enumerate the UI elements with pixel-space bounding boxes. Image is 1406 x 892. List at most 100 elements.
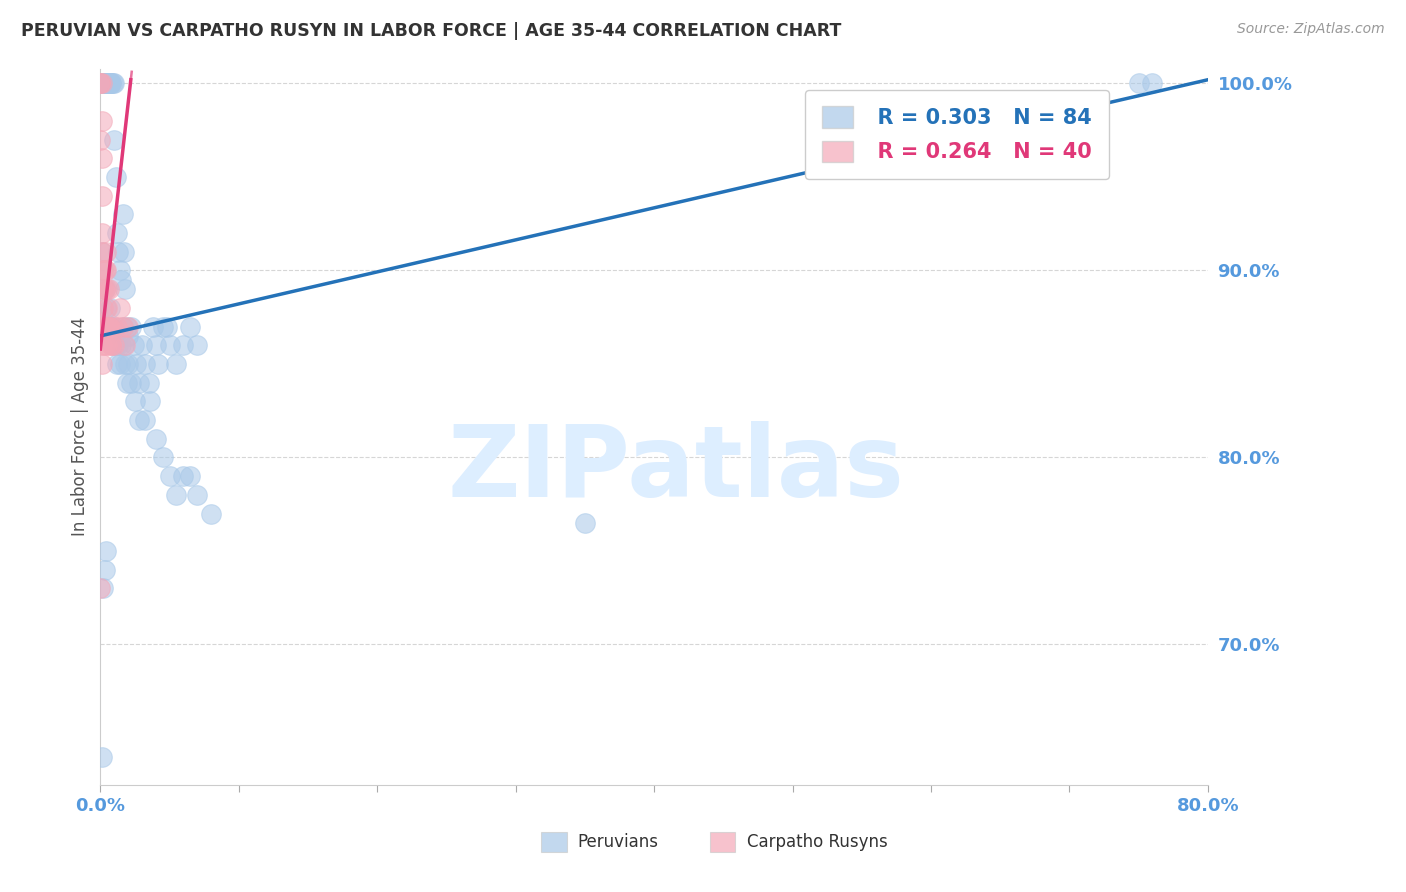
Legend:   R = 0.303   N = 84,   R = 0.264   N = 40: R = 0.303 N = 84, R = 0.264 N = 40 [806, 90, 1109, 179]
Point [94, 301, 117, 315]
Point [96, 338, 118, 352]
Point [93, 77, 115, 91]
Point [90, 357, 112, 371]
Point [91, 263, 114, 277]
Point [111, 319, 134, 334]
Point [166, 488, 188, 502]
Point [108, 301, 131, 315]
Point [93, 282, 115, 296]
Point [114, 282, 136, 296]
Point [145, 432, 167, 446]
Point [90, 244, 112, 259]
Point [128, 376, 150, 390]
Point [107, 338, 129, 352]
Point [100, 338, 122, 352]
Point [134, 357, 156, 371]
Point [112, 338, 135, 352]
Point [91, 301, 114, 315]
Point [90, 114, 112, 128]
Point [96, 282, 118, 296]
Point [93, 77, 115, 91]
Point [124, 394, 146, 409]
Point [186, 338, 208, 352]
Point [1142, 77, 1164, 91]
Point [101, 77, 124, 91]
Point [139, 394, 162, 409]
Point [159, 469, 181, 483]
Point [172, 469, 194, 483]
Point [89, 582, 111, 596]
Point [120, 376, 142, 390]
Point [90, 151, 112, 165]
Point [107, 244, 129, 259]
Point [105, 226, 128, 240]
Point [91, 319, 114, 334]
Point [98, 319, 121, 334]
Point [108, 357, 131, 371]
Point [186, 488, 208, 502]
Point [91, 319, 114, 334]
Point [200, 507, 222, 521]
Point [138, 376, 160, 390]
Point [142, 319, 165, 334]
Point [97, 77, 120, 91]
Point [101, 319, 124, 334]
Text: Peruvians: Peruvians [578, 833, 659, 851]
Point [100, 319, 122, 334]
Point [94, 263, 117, 277]
Point [172, 338, 194, 352]
Point [115, 319, 138, 334]
Point [105, 319, 128, 334]
Point [90, 244, 112, 259]
Point [89, 77, 111, 91]
Point [96, 319, 118, 334]
Text: Source: ZipAtlas.com: Source: ZipAtlas.com [1237, 22, 1385, 37]
Point [90, 77, 112, 91]
Point [100, 77, 122, 91]
Point [128, 413, 150, 427]
Point [114, 357, 136, 371]
Point [152, 450, 174, 465]
Point [98, 301, 121, 315]
Point [179, 319, 201, 334]
Point [91, 77, 114, 91]
Point [90, 749, 112, 764]
Point [108, 263, 131, 277]
Point [89, 132, 111, 146]
Point [125, 357, 148, 371]
Point [93, 563, 115, 577]
Point [96, 77, 118, 91]
Point [1128, 77, 1150, 91]
Point [131, 338, 153, 352]
Point [122, 338, 145, 352]
Point [110, 273, 132, 287]
Text: PERUVIAN VS CARPATHO RUSYN IN LABOR FORCE | AGE 35-44 CORRELATION CHART: PERUVIAN VS CARPATHO RUSYN IN LABOR FORC… [21, 22, 841, 40]
Point [112, 244, 135, 259]
Point [156, 319, 179, 334]
Point [93, 282, 115, 296]
Point [104, 169, 127, 184]
Point [166, 357, 188, 371]
Point [134, 413, 156, 427]
Point [105, 357, 128, 371]
Point [94, 319, 117, 334]
Point [90, 338, 112, 352]
Point [93, 263, 115, 277]
Point [104, 338, 127, 352]
Point [98, 77, 121, 91]
Point [90, 226, 112, 240]
Point [117, 329, 139, 343]
Point [97, 77, 120, 91]
Point [103, 319, 125, 334]
Point [91, 582, 114, 596]
Point [103, 338, 125, 352]
Point [159, 338, 181, 352]
Point [90, 188, 112, 202]
Point [100, 338, 122, 352]
Point [94, 544, 117, 558]
Text: Carpatho Rusyns: Carpatho Rusyns [747, 833, 887, 851]
Point [103, 77, 125, 91]
Point [117, 357, 139, 371]
Point [103, 132, 125, 146]
Point [120, 319, 142, 334]
